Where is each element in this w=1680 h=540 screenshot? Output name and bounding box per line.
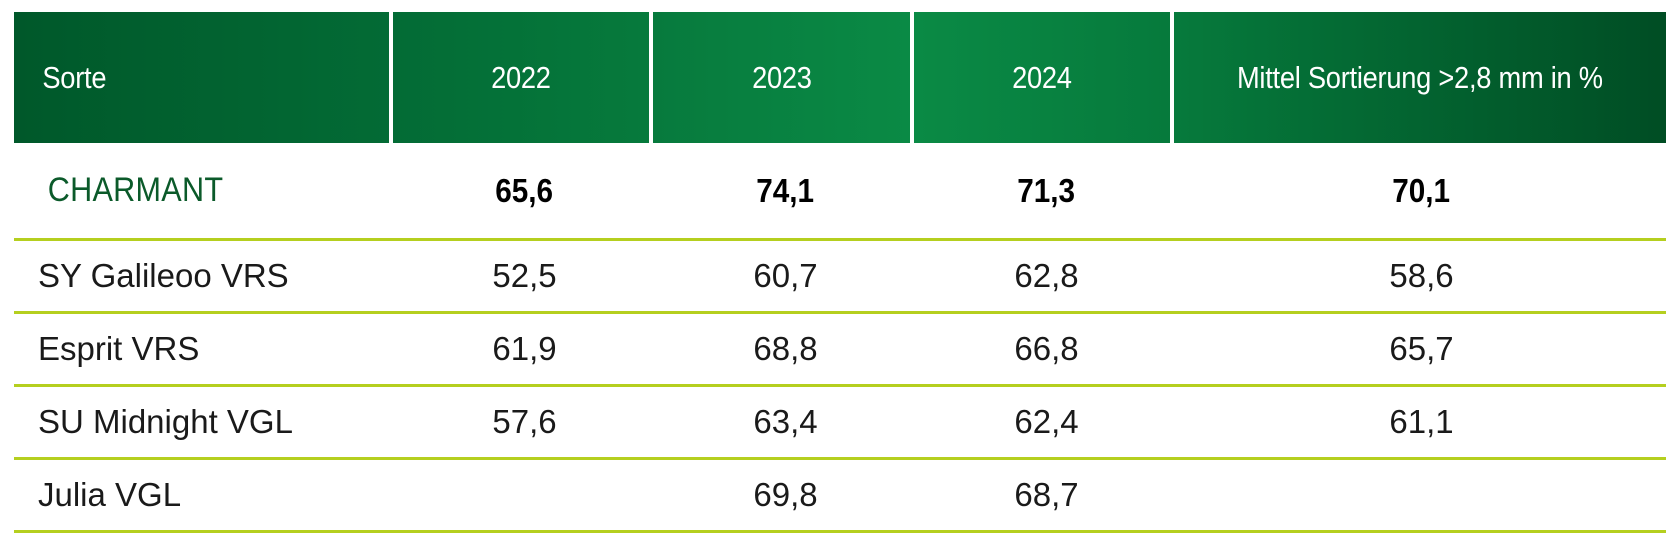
- table-cell: 69,8: [753, 476, 818, 513]
- row-label: SU Midnight VGL: [38, 403, 293, 440]
- row-label: SY Galileoo VRS: [38, 257, 289, 294]
- table-cell: 58,6: [1389, 257, 1454, 294]
- header-cell-mean: Mittel Sortierung >2,8 mm in %: [1174, 12, 1666, 143]
- header-cell-2022: 2022: [393, 12, 650, 143]
- results-table: Sorte 2022 2023 2024 Mittel Sortierung >…: [14, 12, 1666, 533]
- table-cell: 62,8: [1014, 257, 1079, 294]
- table-cell: 65,6: [495, 171, 554, 209]
- table-cell: 71,3: [1017, 171, 1076, 209]
- row-label: Esprit VRS: [38, 330, 200, 367]
- table-cell: 57,6: [492, 403, 557, 440]
- table-cell: 60,7: [753, 257, 818, 294]
- table-row: CHARMANT 65,6 74,1 71,3 70,1: [14, 143, 1666, 241]
- header-cell-2024: 2024: [913, 12, 1171, 143]
- table-cell: 70,1: [1392, 171, 1451, 209]
- table-row: SU Midnight VGL 57,6 63,4 62,4 61,1: [14, 387, 1666, 460]
- row-label: Julia VGL: [38, 476, 182, 513]
- table-row: Julia VGL 69,8 68,7: [14, 460, 1666, 533]
- table-cell: 68,7: [1014, 476, 1079, 513]
- table-row: SY Galileoo VRS 52,5 60,7 62,8 58,6: [14, 241, 1666, 314]
- table-cell: 61,9: [492, 330, 557, 367]
- table-cell: 62,4: [1014, 403, 1079, 440]
- header-cell-2023: 2023: [653, 12, 910, 143]
- row-label: CHARMANT: [47, 171, 224, 209]
- header-cell-variety: Sorte: [14, 12, 390, 143]
- table-header: Sorte 2022 2023 2024 Mittel Sortierung >…: [14, 12, 1666, 143]
- table-cell: 61,1: [1389, 403, 1454, 440]
- table-cell: 65,7: [1389, 330, 1454, 367]
- table-cell: 68,8: [753, 330, 818, 367]
- table-cell: 52,5: [492, 257, 557, 294]
- table-cell: 74,1: [756, 171, 815, 209]
- table-row: Esprit VRS 61,9 68,8 66,8 65,7: [14, 314, 1666, 387]
- table-cell: 66,8: [1014, 330, 1079, 367]
- table-cell: 63,4: [753, 403, 818, 440]
